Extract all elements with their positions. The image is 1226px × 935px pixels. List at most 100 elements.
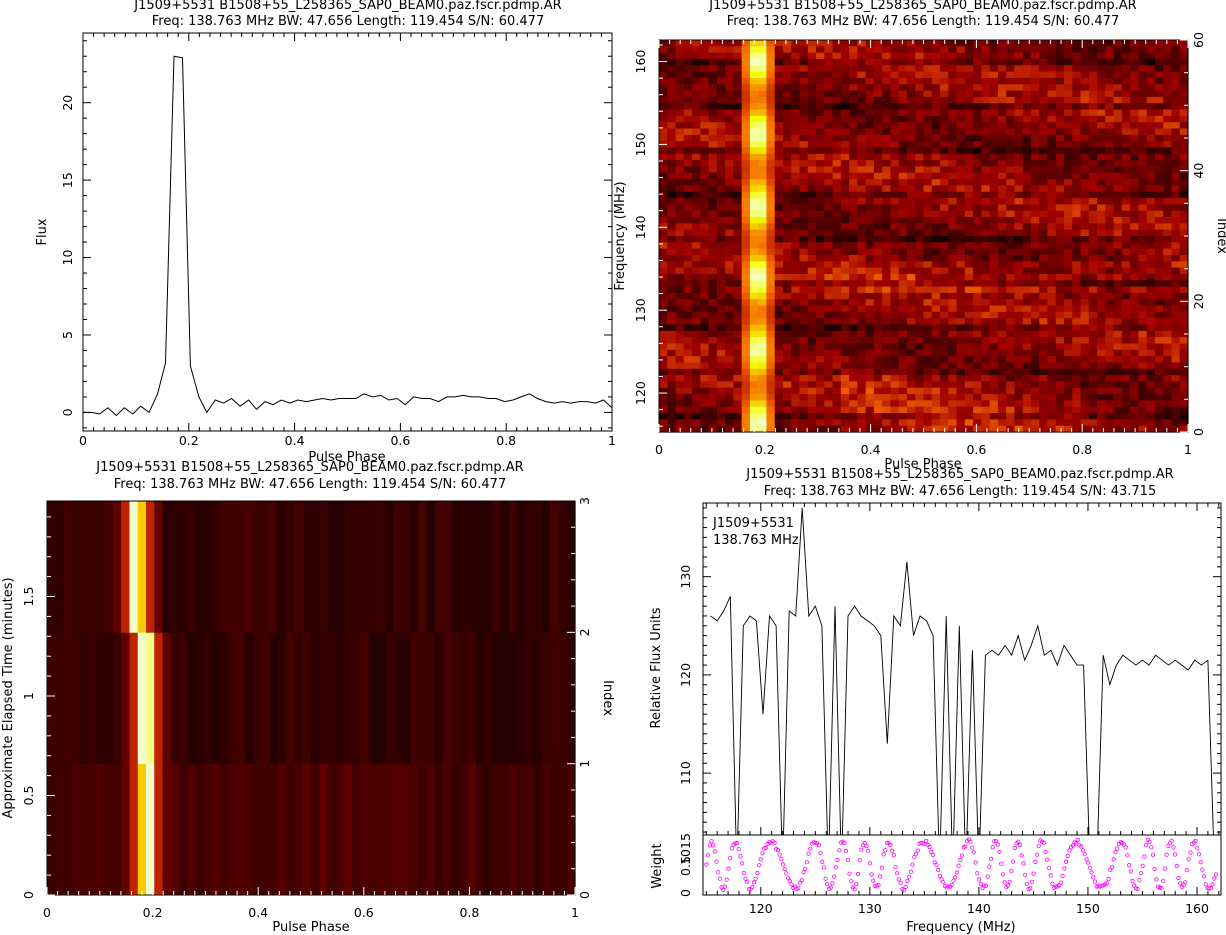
freqphase-heatmap-cell (741, 387, 751, 395)
freqphase-heatmap-cell (1080, 406, 1090, 414)
timephase-heatmap-cell (451, 501, 461, 633)
freqphase-heatmap-cell (1130, 90, 1140, 98)
timephase-heatmap-cell (352, 632, 362, 765)
freqphase-heatmap-cell (667, 103, 677, 111)
freqphase-heatmap-cell (849, 299, 858, 307)
freqphase-heatmap-cell (667, 115, 677, 123)
freqphase-heatmap-cell (741, 179, 751, 187)
freqphase-heatmap-cell (997, 115, 1007, 123)
freqphase-heatmap-cell (675, 65, 685, 73)
freqphase-heatmap-cell (973, 204, 982, 212)
freqphase-heatmap-cell (774, 261, 784, 269)
freqphase-heatmap-cell (716, 356, 726, 364)
freqphase-heatmap-cell (931, 292, 941, 300)
freqphase-heatmap-cell (758, 160, 768, 168)
weights-point (818, 851, 823, 856)
freqphase-heatmap-cell (1179, 122, 1189, 130)
freqphase-heatmap-cell (1113, 419, 1123, 427)
freqphase-heatmap-cell (1097, 261, 1106, 269)
freqphase-heatmap-cell (923, 166, 933, 174)
freqphase-heatmap-cell (1088, 229, 1098, 237)
freqphase-heatmap-cell (882, 311, 892, 319)
freqphase-heatmap-cell (997, 103, 1007, 111)
freqphase-heatmap-cell (1080, 394, 1090, 401)
timephase-heatmap-cell (410, 763, 419, 896)
freqphase-heatmap-cell (1072, 343, 1082, 351)
freqphase-heatmap-cell (725, 141, 734, 149)
freqphase-heatmap-cell (1105, 387, 1115, 395)
freqphase-heatmap-cell (1064, 337, 1073, 345)
freqphase-heatmap-cell (1055, 254, 1065, 262)
freqphase-heatmap-cell (1014, 217, 1024, 224)
freqphase-heatmap-cell (807, 311, 817, 319)
freqphase-heatmap-cell (1047, 58, 1057, 66)
freqphase-heatmap-cell (733, 419, 743, 427)
freqphase-heatmap-cell (675, 115, 685, 123)
freqphase-heatmap-cell (1088, 46, 1098, 54)
freqphase-heatmap-cell (741, 362, 751, 370)
freqphase-heatmap-cell (725, 65, 734, 73)
freqphase-heatmap-cell (890, 406, 900, 414)
freqphase-heatmap-cell (898, 368, 908, 376)
freqphase-heatmap-cell (973, 185, 982, 193)
freqphase-heatmap-cell (667, 147, 677, 155)
freqphase-heatmap-cell (890, 368, 900, 376)
freqphase-heatmap-cell (906, 96, 916, 104)
freqphase-heatmap-cell (733, 261, 743, 269)
freqphase-heatmap-cell (882, 280, 892, 288)
timephase-heatmap-cell (228, 501, 238, 633)
freqphase-heatmap-cell (923, 40, 933, 47)
freqphase-heatmap-cell (1154, 394, 1164, 401)
freqphase-heatmap-cell (807, 71, 817, 79)
freqphase-heatmap-cell (964, 267, 974, 275)
freqphase-heatmap-cell (973, 58, 982, 66)
freqphase-heatmap-cell (683, 191, 693, 199)
freqphase-heatmap-cell (873, 71, 883, 79)
freqphase-heatmap-cell (956, 273, 966, 281)
freqphase-heatmap-cell (683, 273, 693, 281)
freqphase-heatmap-cell (956, 286, 966, 294)
freqphase-heatmap-cell (906, 362, 916, 370)
freqphase-heatmap-cell (758, 46, 768, 54)
freqphase-heatmap-cell (799, 254, 809, 262)
freqphase-heatmap-cell (890, 217, 900, 224)
freqphase-heatmap-cell (1171, 248, 1181, 256)
weights-point (721, 887, 726, 893)
freqphase-heatmap-cell (973, 324, 982, 332)
freqphase-heatmap-cell (849, 305, 858, 313)
freqphase-heatmap-cell (1138, 58, 1148, 66)
freqphase-heatmap-cell (1030, 191, 1040, 199)
freqphase-heatmap-cell (766, 58, 776, 66)
freqphase-heatmap-cell (1138, 198, 1148, 205)
freqphase-heatmap-cell (906, 254, 916, 262)
freqphase-heatmap-cell (1163, 273, 1173, 281)
freqphase-heatmap-cell (840, 381, 850, 389)
freqphase-heatmap-cell (1072, 134, 1082, 142)
freqphase-heatmap-cell (1146, 368, 1156, 376)
freqphase-heatmap-cell (832, 172, 842, 180)
weights-point (712, 849, 717, 854)
freqphase-heatmap-cell (1138, 172, 1148, 180)
freqphase-heatmap-cell (791, 90, 801, 98)
freqphase-heatmap-cell (973, 77, 982, 85)
freqphase-heatmap-cell (898, 292, 908, 300)
freqphase-heatmap-cell (997, 318, 1007, 326)
freqphase-heatmap-cell (940, 248, 949, 256)
freqphase-heatmap-cell (873, 273, 883, 281)
freqphase-heatmap-cell (898, 343, 908, 351)
freqphase-heatmap-cell (890, 261, 900, 269)
freqphase-heatmap-cell (791, 65, 801, 73)
freqphase-heatmap-cell (824, 362, 834, 370)
freqphase-heatmap-cell (1030, 160, 1040, 168)
freqphase-heatmap-cell (1121, 261, 1131, 269)
freqphase-heatmap-cell (749, 286, 759, 294)
freqphase-heatmap-cell (873, 330, 883, 338)
freqphase-heatmap-cell (1097, 318, 1106, 326)
freqphase-heatmap-cell (683, 229, 693, 237)
timephase-heatmap-cell (443, 763, 452, 896)
freqphase-heatmap-cell (898, 40, 908, 47)
timephase-heatmap-cell (47, 632, 56, 765)
freqphase-heatmap-cell (1064, 299, 1073, 307)
freqphase-heatmap-cell (973, 413, 982, 420)
